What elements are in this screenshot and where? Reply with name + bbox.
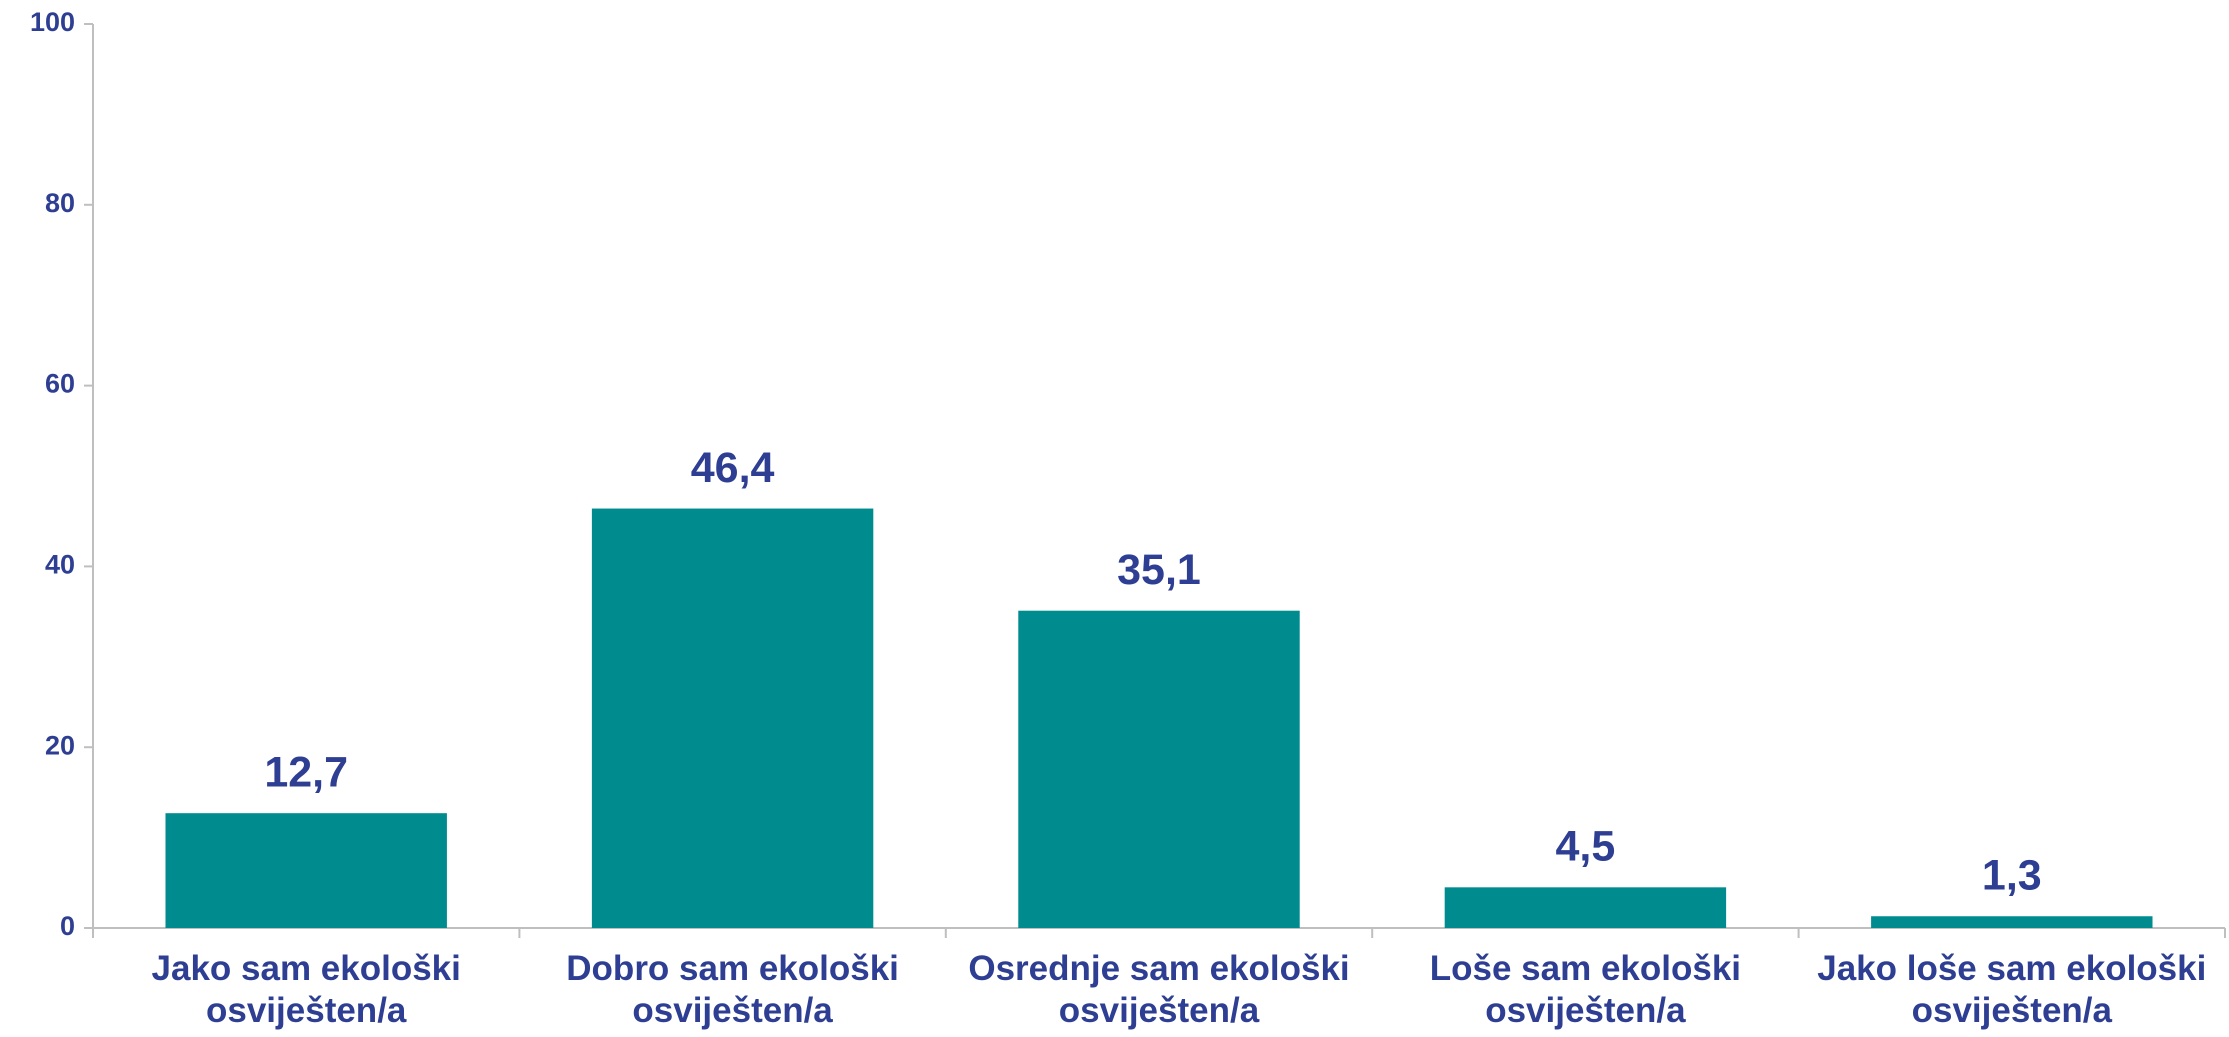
bar xyxy=(591,508,874,928)
x-tick-label: Osrednje sam ekološki osviješten/a xyxy=(968,949,1350,1030)
bar xyxy=(1444,887,1727,928)
y-tick-label: 100 xyxy=(30,7,75,37)
x-tick-label: Loše sam ekološki osviješten/a xyxy=(1429,949,1742,1030)
value-label: 4,5 xyxy=(1556,823,1616,871)
value-label: 35,1 xyxy=(1117,546,1201,594)
y-tick-label: 0 xyxy=(60,911,75,941)
x-tick-label: Dobro sam ekološki osviješten/a xyxy=(566,949,899,1030)
bar xyxy=(1018,610,1300,928)
y-tick-label: 80 xyxy=(45,188,75,218)
bar xyxy=(165,813,447,928)
x-tick-label: Jako loše sam ekološki osviješten/a xyxy=(1817,949,2207,1030)
y-tick-label: 60 xyxy=(45,369,75,399)
value-label: 12,7 xyxy=(264,749,348,797)
value-label: 46,4 xyxy=(691,444,775,492)
x-tick-label: Jako sam ekološki osviješten/a xyxy=(151,949,461,1030)
y-tick-label: 20 xyxy=(45,730,75,760)
bar xyxy=(1871,916,2153,928)
value-label: 1,3 xyxy=(1982,852,2042,900)
y-tick-label: 40 xyxy=(45,550,75,580)
